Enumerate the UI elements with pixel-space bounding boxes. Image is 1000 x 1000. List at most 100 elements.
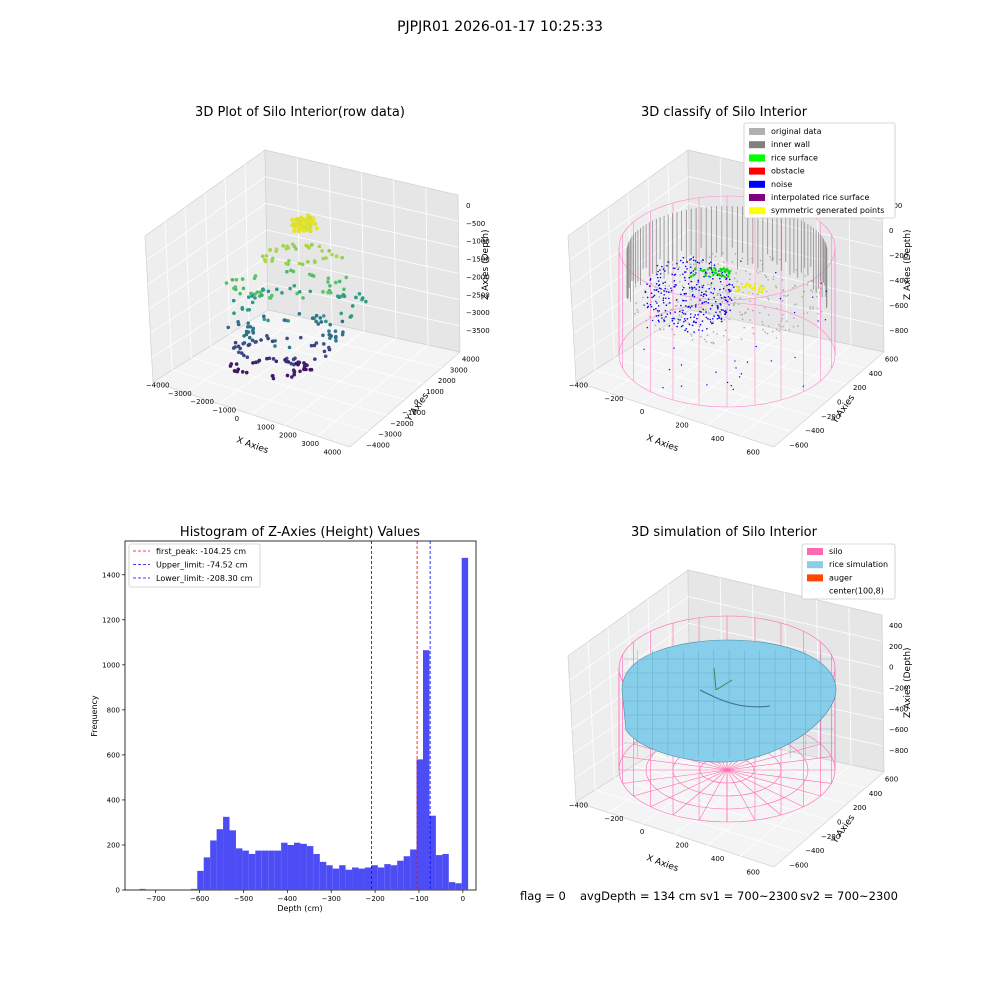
classify-noise-point bbox=[668, 325, 671, 327]
classify-rice-point bbox=[692, 273, 695, 276]
classify-noise-point bbox=[662, 297, 665, 300]
classify-noise-point bbox=[718, 270, 720, 272]
raw-point bbox=[328, 290, 333, 295]
raw-point bbox=[257, 358, 262, 363]
classify-noise-point bbox=[690, 257, 693, 260]
classify-original-point bbox=[687, 322, 690, 324]
classify-noise-point bbox=[695, 321, 698, 324]
raw-point bbox=[326, 280, 330, 284]
sim-z-tick: −200 bbox=[889, 685, 908, 693]
classify-noise-point bbox=[707, 301, 709, 304]
classify-noise-point bbox=[690, 266, 692, 268]
raw-point bbox=[226, 325, 231, 330]
classify-original-point bbox=[734, 296, 736, 299]
raw-point bbox=[241, 286, 246, 291]
classify-noise-point bbox=[698, 262, 701, 264]
classify-noise-point bbox=[661, 265, 663, 268]
raw-point bbox=[310, 219, 316, 224]
classify-original-point bbox=[809, 308, 811, 310]
classify-noise-point bbox=[699, 323, 702, 326]
status-flag: flag = 0 bbox=[520, 889, 566, 903]
classify-noise-point bbox=[731, 284, 734, 286]
classify-original-point bbox=[749, 300, 752, 302]
classify-noise-point bbox=[690, 271, 693, 274]
raw-point bbox=[286, 360, 291, 364]
classify-original-point bbox=[671, 328, 673, 331]
classify-noise-point bbox=[779, 297, 782, 300]
classify-noise-point bbox=[697, 313, 699, 316]
histogram-bar bbox=[442, 853, 449, 890]
classify-noise-point bbox=[680, 325, 683, 328]
classify-noise-point bbox=[730, 385, 732, 387]
sim-y-tick: 0 bbox=[837, 819, 841, 827]
classify-noise-point bbox=[690, 280, 693, 283]
classify-original-point bbox=[710, 286, 713, 289]
histogram-bar bbox=[397, 860, 404, 890]
raw-point bbox=[262, 317, 267, 322]
classify-scatter-points bbox=[626, 206, 828, 391]
classify-original-point bbox=[748, 278, 751, 281]
histogram-bar bbox=[422, 650, 430, 890]
classify-original-point bbox=[654, 324, 657, 327]
classify-noise-point bbox=[720, 320, 723, 323]
panel-histogram: Histogram of Z-Axies (Height) Values −70… bbox=[90, 525, 477, 913]
classify-noise-point bbox=[693, 286, 696, 289]
classify-noise-point bbox=[687, 306, 689, 308]
classify-rice-point bbox=[704, 274, 707, 278]
classify-legend-label: rice surface bbox=[771, 153, 818, 162]
histogram-y-tick: 0 bbox=[116, 887, 120, 895]
classify-original-point bbox=[649, 316, 651, 318]
classify-y-label: Y Axies bbox=[830, 393, 858, 426]
classify-noise-point bbox=[670, 289, 673, 292]
classify-noise-point bbox=[730, 299, 733, 301]
raw-point bbox=[284, 261, 288, 266]
status-sv2: sv2 = 700~2300 bbox=[800, 889, 898, 903]
classify-noise-point bbox=[652, 295, 655, 298]
classify-noise-point bbox=[647, 305, 650, 308]
classify-noise-point bbox=[701, 302, 703, 305]
classify-x-label: X Axies bbox=[645, 433, 680, 454]
simulation-auger bbox=[713, 667, 733, 691]
panel-raw-3d: 3D Plot of Silo Interior(row data) −4000… bbox=[144, 105, 491, 456]
classify-noise-point bbox=[662, 299, 665, 302]
cls-y-tick: 600 bbox=[885, 356, 898, 364]
classify-rice-point bbox=[701, 269, 705, 272]
classify-noise-point bbox=[682, 261, 684, 264]
classify-legend-label: interpolated rice surface bbox=[771, 193, 869, 202]
classify-noise-point bbox=[674, 285, 676, 288]
raw-point bbox=[321, 333, 325, 338]
classify-noise-point bbox=[681, 288, 684, 291]
raw-point bbox=[281, 244, 285, 248]
raw-point bbox=[280, 291, 284, 295]
raw-point bbox=[340, 332, 345, 337]
classify-original-point bbox=[650, 301, 653, 303]
raw-point bbox=[268, 296, 273, 300]
classify-noise-point bbox=[694, 260, 697, 262]
classify-noise-point bbox=[665, 304, 668, 306]
classify-noise-point bbox=[660, 288, 662, 290]
classify-noise-point bbox=[722, 309, 724, 311]
classify-original-point bbox=[809, 306, 812, 308]
classify-original-point bbox=[722, 335, 725, 337]
classify-legend-label: original data bbox=[771, 127, 822, 136]
classify-noise-point bbox=[698, 286, 701, 288]
raw-point bbox=[262, 257, 267, 262]
classify-symmetric-point bbox=[744, 286, 748, 289]
histogram-x-tick: −100 bbox=[409, 895, 428, 903]
classify-noise-point bbox=[699, 299, 701, 301]
raw-point bbox=[308, 228, 313, 234]
classify-noise-point bbox=[685, 292, 688, 295]
classify-noise-point bbox=[704, 271, 707, 274]
raw-point bbox=[283, 358, 287, 362]
classify-noise-point bbox=[671, 273, 673, 276]
classify-noise-point bbox=[681, 299, 684, 302]
raw-point bbox=[297, 261, 302, 266]
classify-original-point bbox=[677, 301, 679, 303]
raw-y-tick: 1000 bbox=[426, 388, 444, 396]
classify-rice-point bbox=[704, 272, 707, 276]
classify-noise-point bbox=[705, 311, 707, 313]
classify-original-point bbox=[741, 318, 744, 321]
cls-x-tick: 0 bbox=[640, 408, 644, 416]
classify-original-point bbox=[705, 309, 707, 311]
raw-point bbox=[291, 357, 296, 362]
